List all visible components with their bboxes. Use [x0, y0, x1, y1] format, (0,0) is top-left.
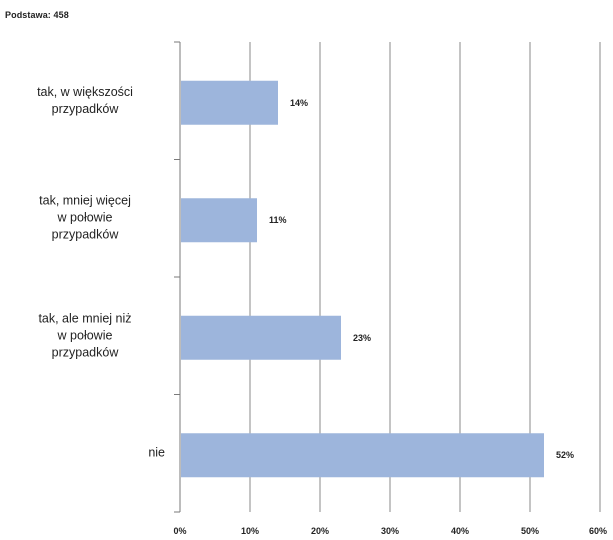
x-tick-label: 0% [173, 526, 187, 536]
x-tick-label: 40% [450, 526, 470, 536]
category-label: tak, mniej więcej w połowie przypadków [39, 193, 131, 242]
x-tick-label: 50% [520, 526, 540, 536]
bar [181, 80, 278, 125]
bar-value-label: 14% [290, 97, 309, 108]
x-tick-label: 10% [240, 526, 260, 536]
category-label: tak, ale mniej niż w połowie przypadków [38, 311, 132, 360]
bar [181, 433, 544, 478]
bar [181, 315, 341, 360]
bar-value-label: 23% [353, 332, 372, 343]
base-note: Podstawa: 458 [5, 10, 69, 20]
bar [181, 198, 257, 243]
bar-value-label: 11% [269, 215, 287, 226]
x-tick-label: 60% [588, 526, 608, 536]
category-label: nie [148, 445, 165, 460]
bar-value-label: 52% [556, 450, 575, 461]
x-tick-label: 30% [380, 526, 400, 536]
category-label: tak, w większości przypadków [37, 84, 133, 116]
x-tick-label: 20% [310, 526, 330, 536]
